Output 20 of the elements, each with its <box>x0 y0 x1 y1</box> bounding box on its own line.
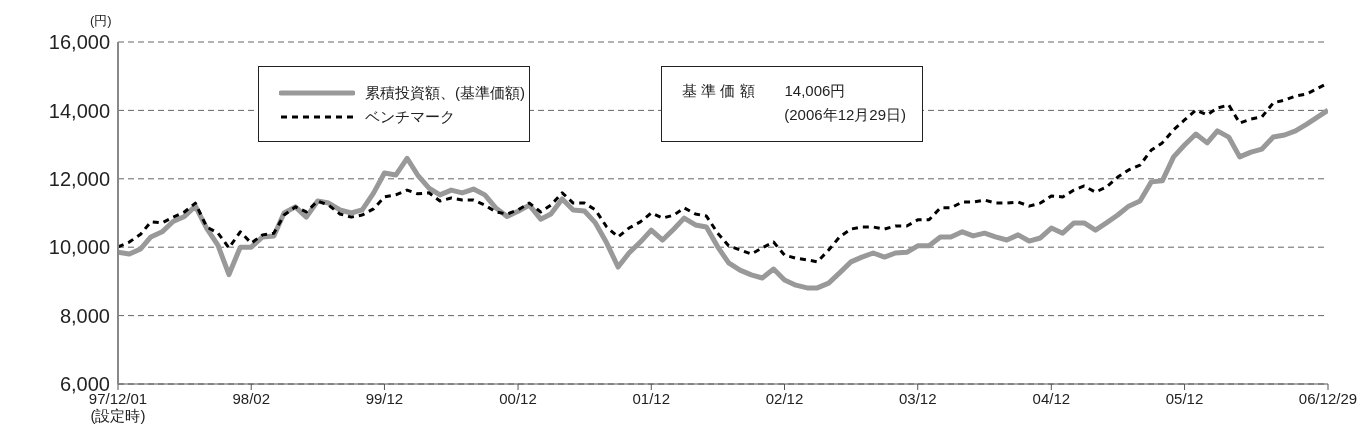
y-tick-label: 8,000 <box>59 304 110 327</box>
x-tick-label: 00/12 <box>499 390 537 407</box>
legend-label: 累積投資額、(基準価額) <box>365 83 525 103</box>
x-tick-label: 05/12 <box>1165 390 1204 407</box>
x-tick-label: 06/12/29 <box>1298 390 1358 407</box>
legend-label: ベンチマーク <box>365 107 455 127</box>
x-tick-label: 03/12 <box>898 390 937 407</box>
y-tick-label: 10,000 <box>48 236 110 259</box>
x-tick-label: 02/12 <box>765 390 804 407</box>
x-tick-label: 01/12 <box>632 390 671 407</box>
y-tick-label: 12,000 <box>48 167 110 190</box>
x-tick-label: 04/12 <box>1032 390 1071 407</box>
y-tick-label: 14,000 <box>48 99 110 122</box>
x-tick-label: 99/12 <box>365 390 404 407</box>
line-series <box>118 81 1328 264</box>
y-tick-label: 16,000 <box>48 31 110 54</box>
y-axis-title: (円) <box>90 12 112 30</box>
annotation: 基 準 価 額 14,006円 <box>681 81 847 101</box>
x-tick-label: 98/02 <box>232 390 270 407</box>
annotation: (2006年12月29日) <box>783 105 906 125</box>
